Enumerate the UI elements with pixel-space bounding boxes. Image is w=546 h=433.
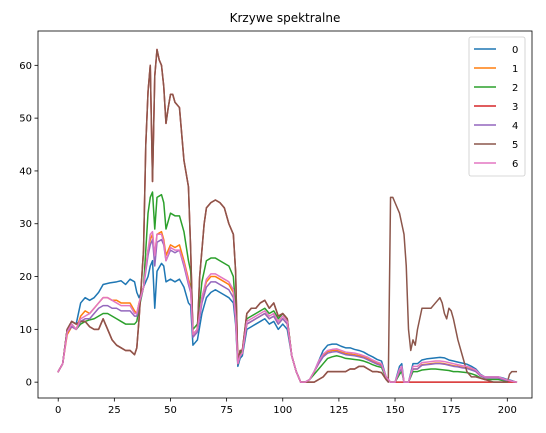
legend-label-6: 6 <box>512 159 518 170</box>
legend-label-1: 1 <box>512 64 518 75</box>
y-tick-label: 60 <box>19 61 32 72</box>
x-tick-label: 0 <box>55 405 61 416</box>
x-tick-label: 50 <box>164 405 177 416</box>
x-tick-label: 125 <box>329 405 348 416</box>
legend-label-5: 5 <box>512 140 518 151</box>
series-line-5 <box>57 48 518 383</box>
legend: 0 1 2 3 4 5 6 <box>468 36 526 177</box>
series-line-6 <box>57 230 518 384</box>
legend-label-0: 0 <box>512 45 518 56</box>
y-tick-label: 40 <box>19 166 32 177</box>
y-tick-label: 20 <box>19 272 32 283</box>
x-tick-label: 100 <box>273 405 292 416</box>
x-axis: 0 25 50 75 100 125 150 175 200 <box>55 398 517 416</box>
y-tick-label: 30 <box>19 219 32 230</box>
x-tick-label: 200 <box>498 405 517 416</box>
legend-label-3: 3 <box>512 102 518 113</box>
x-tick-label: 150 <box>385 405 404 416</box>
x-tick-label: 75 <box>220 405 233 416</box>
x-tick-label: 175 <box>442 405 461 416</box>
series-layer <box>57 48 518 384</box>
y-tick-label: 10 <box>19 325 32 336</box>
chart-title: Krzywe spektralne <box>230 11 341 25</box>
legend-label-4: 4 <box>512 121 518 132</box>
series-line-2 <box>57 191 518 383</box>
y-tick-label: 0 <box>26 378 32 389</box>
y-tick-label: 50 <box>19 114 32 125</box>
legend-box <box>468 36 526 177</box>
y-axis: 0 10 20 30 40 50 60 <box>19 61 38 389</box>
x-tick-label: 25 <box>108 405 121 416</box>
legend-label-2: 2 <box>512 83 518 94</box>
plot-frame <box>37 30 533 399</box>
